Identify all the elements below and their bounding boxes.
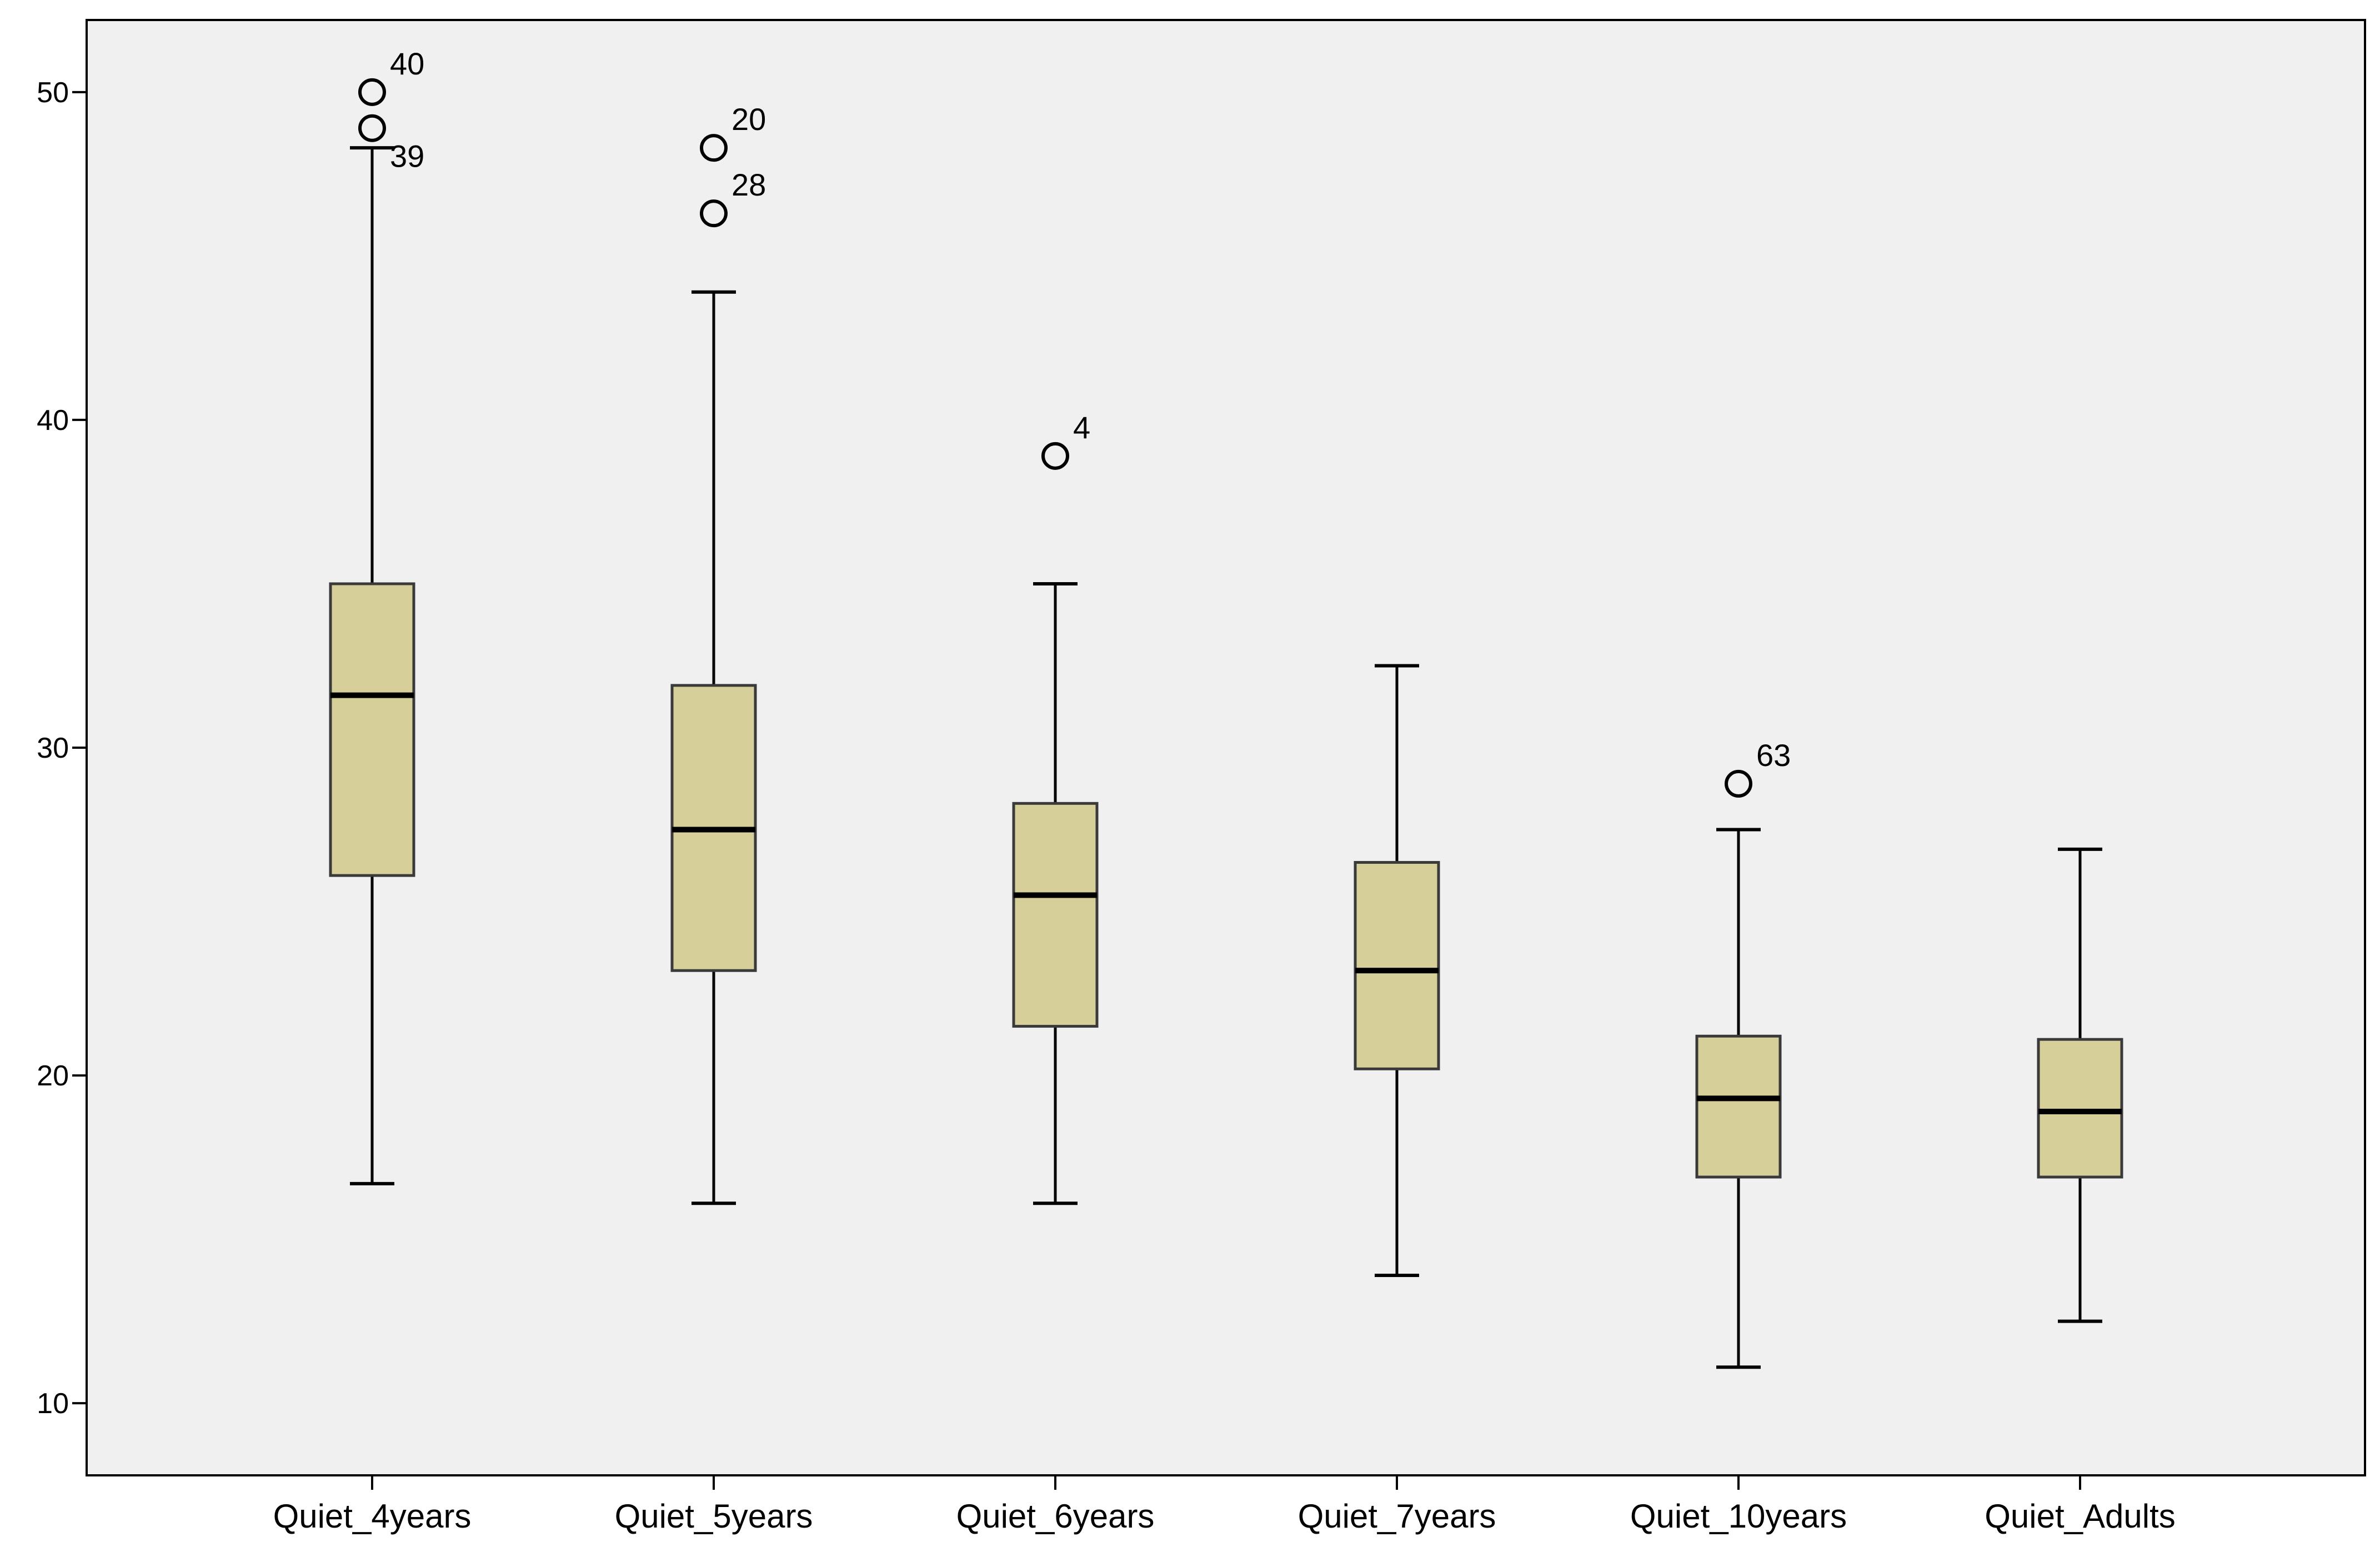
- x-tick-label: Quiet_5years: [615, 1498, 813, 1535]
- outlier-point: [358, 78, 386, 106]
- outlier-point: [1041, 442, 1069, 470]
- y-tick-label: 10: [37, 1388, 69, 1420]
- x-tick-label: Quiet_6years: [956, 1498, 1155, 1535]
- iqr-box: [2037, 1038, 2123, 1179]
- outlier-point: [700, 134, 728, 162]
- outlier-point: [358, 114, 386, 142]
- box-group: 63: [1695, 738, 1791, 1369]
- x-tick-label: Quiet_7years: [1298, 1498, 1496, 1535]
- y-tick-label: 30: [37, 732, 69, 764]
- box-group: 4: [1012, 410, 1099, 1205]
- y-tick-label: 20: [37, 1060, 69, 1092]
- y-tick-label: 40: [37, 404, 69, 437]
- outlier-label: 39: [390, 139, 424, 174]
- box-group: [1354, 664, 1440, 1278]
- outlier-label: 28: [731, 167, 766, 202]
- x-tick-label: Quiet_10years: [1630, 1498, 1847, 1535]
- x-tick-label: Quiet_4years: [273, 1498, 472, 1535]
- iqr-box: [1012, 802, 1099, 1028]
- iqr-box: [1695, 1034, 1782, 1179]
- plot-area: [86, 19, 2366, 1476]
- y-tick-label: 50: [37, 77, 69, 109]
- box-group: 40 39: [329, 46, 424, 1185]
- outlier-label: 20: [731, 102, 766, 137]
- outlier-point: [700, 199, 728, 228]
- outlier-label: 40: [390, 46, 424, 81]
- outlier-label: 4: [1073, 410, 1090, 445]
- outlier-label: 63: [1756, 738, 1791, 773]
- box-group: [2037, 847, 2123, 1323]
- iqr-box: [1354, 861, 1440, 1070]
- x-axis: Quiet_4years Quiet_5years Quiet_6years Quie…: [273, 1475, 2176, 1535]
- outlier-point: [1725, 769, 1752, 798]
- y-axis: 10 20 30 40 50: [37, 77, 87, 1420]
- iqr-box: [329, 582, 415, 877]
- x-tick-label: Quiet_Adults: [1985, 1498, 2176, 1535]
